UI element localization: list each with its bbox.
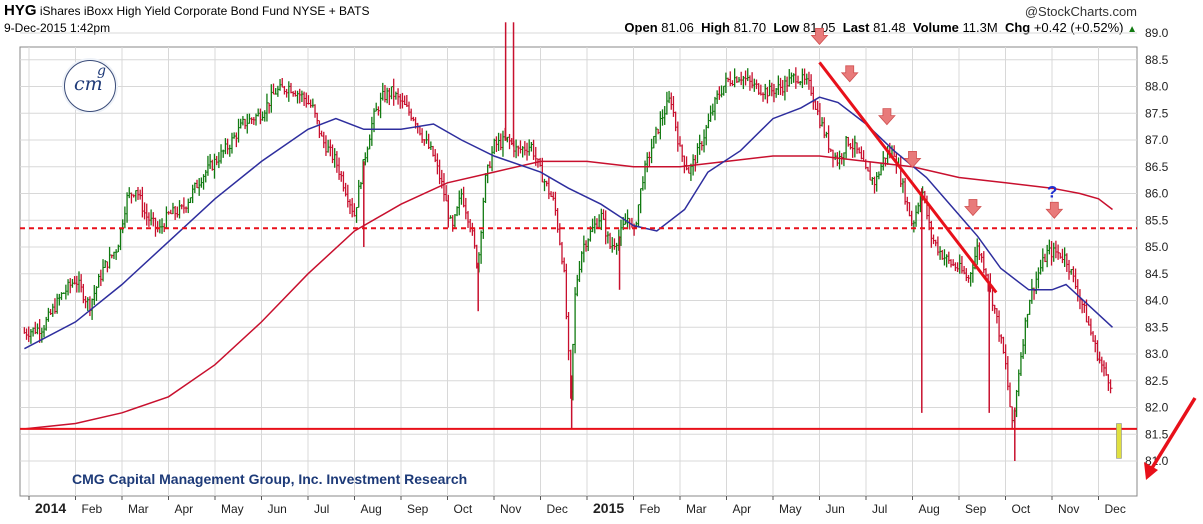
symbol: HYG [4,2,37,19]
y-tick-label: 81.5 [1145,427,1169,441]
volume-value: 11.3M [962,20,998,35]
x-tick-label: May [221,502,244,516]
high-value: 81.70 [733,20,767,35]
x-tick-label: Nov [500,502,521,516]
chg-label: Chg [1004,20,1031,35]
down-arrow-marker [1045,201,1064,219]
x-tick-label: Aug [919,502,940,516]
up-triangle-icon: ▲ [1127,24,1137,35]
down-arrow-marker [810,27,829,45]
low-value: 81.05 [802,20,836,35]
down-arrow-marker [964,199,982,217]
x-tick-label: Jun [826,502,845,516]
source-credit: @StockCharts.com [1024,4,1137,19]
x-tick-label: Oct [454,502,473,516]
y-tick-label: 84.0 [1145,294,1169,308]
y-tick-label: 83.5 [1145,320,1169,334]
y-tick-label: 87.0 [1145,133,1169,147]
x-tick-label: Feb [640,502,661,516]
x-tick-label: Aug [361,502,382,516]
watermark-text: CMG Capital Management Group, Inc. Inves… [72,471,468,487]
x-tick-label: Nov [1058,502,1079,516]
x-tick-label: Mar [686,502,707,516]
callout-arrow-head [1144,462,1158,480]
chg-value: +0.42 (+0.52%) [1033,20,1124,35]
downtrend-line [818,61,998,294]
x-tick-label: Oct [1012,502,1031,516]
cmg-logo: cm g [64,60,116,112]
y-tick-label: 85.5 [1145,213,1169,227]
open-value: 81.06 [661,20,694,35]
x-tick-label: Apr [733,502,752,516]
ohlc-summary: Open 81.06 High 81.70 Low 81.05 Last 81.… [624,20,1137,35]
logo-text: cm [74,73,103,95]
last-label: Last [842,20,870,35]
exchange: NYSE + BATS [292,4,370,18]
plot-area [19,46,1138,497]
x-tick-label: Jul [872,502,887,516]
x-tick-label: Jul [314,502,329,516]
ma50-line [24,96,1114,350]
chart-header: HYG iShares iBoxx High Yield Corporate B… [4,2,370,19]
down-arrow-marker [878,108,896,126]
y-tick-label: 82.5 [1145,374,1169,388]
high-label: High [701,20,730,35]
volume-label: Volume [912,20,959,35]
last-bar-highlight [1116,423,1122,459]
fund-name: iShares iBoxx High Yield Corporate Bond … [39,4,290,18]
y-tick-label: 88.0 [1145,80,1169,94]
callout-arrow-shaft [1150,397,1197,469]
y-tick-label: 84.5 [1145,267,1169,281]
x-tick-label: Dec [1105,502,1126,516]
datetime: 9-Dec-2015 1:42pm [4,21,111,35]
y-tick-label: 83.0 [1145,347,1169,361]
x-tick-label: Jun [268,502,287,516]
last-value: 81.48 [873,20,906,35]
down-arrow-marker [903,151,922,169]
x-tick-label: Apr [175,502,194,516]
y-tick-label: 87.5 [1145,106,1169,120]
y-tick-label: 89.0 [1145,26,1169,40]
y-tick-label: 86.5 [1145,160,1169,174]
x-tick-label: Feb [82,502,103,516]
y-tick-label: 85.0 [1145,240,1169,254]
x-tick-label: Dec [547,502,568,516]
logo-sup: g [97,63,106,79]
y-tick-label: 88.5 [1145,53,1169,67]
x-tick-label: Sep [407,502,429,516]
open-label: Open [624,20,658,35]
x-tick-label: Mar [128,502,149,516]
x-tick-label: 2015 [593,500,624,516]
x-tick-label: May [779,502,802,516]
ma200-line [24,155,1113,430]
x-tick-label: 2014 [35,500,66,516]
y-tick-label: 86.0 [1145,187,1169,201]
down-arrow-marker [840,65,859,83]
low-label: Low [773,20,800,35]
question-annotation: ? [1047,183,1057,202]
y-tick-label: 82.0 [1145,401,1169,415]
x-tick-label: Sep [965,502,987,516]
